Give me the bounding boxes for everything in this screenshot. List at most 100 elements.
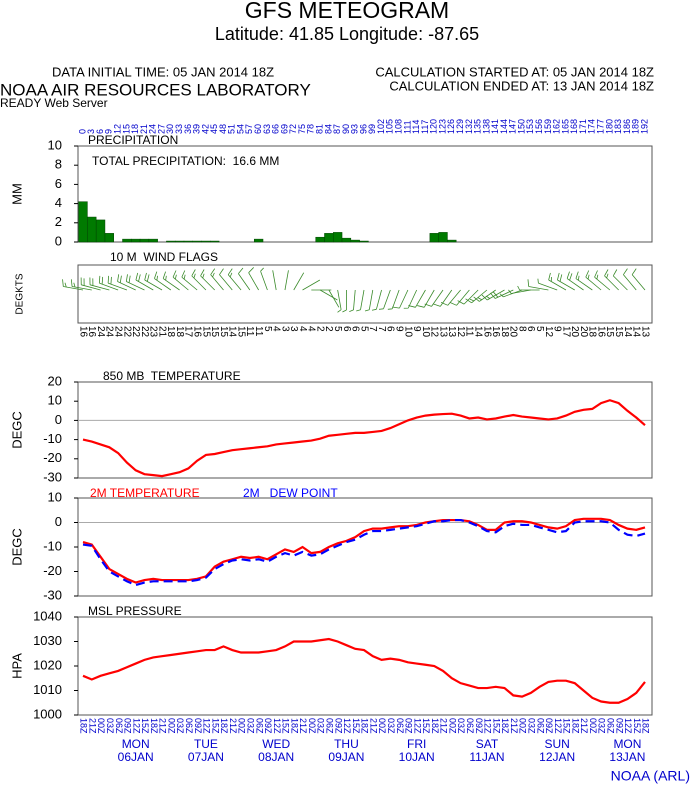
wind-speed: 24	[95, 326, 106, 338]
wind-speed: 18	[499, 326, 510, 338]
hour-label: 48	[218, 124, 228, 134]
y-tick-label: 6	[55, 176, 62, 191]
hour-label: 171	[578, 119, 588, 134]
hour-label: 84	[323, 124, 333, 134]
hour-label: 66	[271, 124, 281, 134]
time-label: 09Z	[123, 718, 133, 734]
wind-barb	[302, 279, 321, 291]
date-label: 09JAN	[328, 750, 364, 764]
hour-label: 156	[534, 119, 544, 134]
hour-label: 129	[455, 119, 465, 134]
precip-bar	[148, 238, 158, 243]
hour-label: 144	[499, 119, 509, 134]
time-label: 12Z	[483, 718, 493, 734]
wind-speed: 6	[525, 326, 536, 332]
hour-label: 165	[560, 119, 570, 134]
wind-speed: 11	[253, 326, 264, 337]
wind-barb	[604, 269, 619, 291]
precip-bar	[350, 239, 360, 243]
hour-label: 123	[437, 119, 447, 134]
precip-bar	[315, 236, 325, 243]
hour-label: 27	[156, 124, 166, 134]
wind-barb	[356, 289, 365, 312]
time-label: 15Z	[351, 718, 361, 734]
wind-barb	[527, 279, 549, 291]
wind-speed: 13	[446, 326, 457, 338]
y-tick-label: -20	[43, 450, 62, 465]
wind-speed: 15	[613, 326, 624, 338]
wind-barb	[172, 270, 189, 291]
wind-speed: 20	[569, 326, 580, 338]
wind-speed: 7	[367, 326, 378, 332]
time-label: 18Z	[79, 718, 89, 734]
wind-barb	[328, 289, 340, 308]
wind-barb	[371, 289, 382, 311]
hour-label: 177	[595, 119, 605, 134]
hour-label: 30	[165, 124, 175, 134]
hour-label: 33	[174, 124, 184, 134]
wind-barb	[403, 289, 418, 309]
title: GFS METEOGRAM	[245, 0, 449, 23]
legend-entry: 2M TEMPERATURE	[90, 486, 200, 500]
wind-barb	[379, 289, 391, 310]
time-label: 21Z	[87, 718, 97, 734]
time-label: 18Z	[641, 718, 651, 734]
time-label: 21Z	[509, 718, 519, 734]
wind-speed: 24	[112, 326, 123, 338]
y-tick-label: 20	[48, 373, 62, 388]
time-label: 18Z	[219, 718, 229, 734]
wind-speed: 10	[402, 326, 413, 338]
wind-barb	[433, 289, 453, 307]
hour-label: 114	[411, 120, 421, 134]
wind-barb	[210, 268, 224, 291]
wind-barb	[408, 289, 426, 308]
wind-speed: 18	[174, 326, 185, 338]
time-label: 12Z	[553, 718, 563, 734]
wind-speed: 16	[481, 326, 492, 338]
hour-label: 159	[543, 119, 553, 134]
time-label: 21Z	[158, 718, 168, 734]
wind-speed: 15	[218, 326, 229, 338]
time-label: 06Z	[465, 718, 475, 734]
wind-speed: 3	[279, 326, 290, 332]
precip-bar	[78, 201, 88, 243]
data-time: DATA INITIAL TIME: 05 JAN 2014 18Z	[52, 64, 274, 79]
wind-speed: 4	[306, 326, 317, 332]
time-label: 18Z	[289, 718, 299, 734]
time-label: 21Z	[298, 718, 308, 734]
wind-barb	[631, 268, 646, 291]
series-line	[82, 517, 646, 584]
day-label: FRI	[407, 737, 426, 751]
wind-speed: 7	[376, 326, 387, 332]
y-tick-label: 1040	[33, 608, 62, 623]
date-label: 13JAN	[609, 750, 645, 764]
wind-barb	[612, 269, 628, 291]
day-label: SAT	[476, 737, 499, 751]
wind-barb	[117, 274, 136, 291]
time-label: 18Z	[430, 718, 440, 734]
y-axis-label: DEGKTS	[15, 273, 26, 314]
wind-speed: 6	[385, 326, 396, 332]
wind-barb	[135, 272, 154, 291]
wind-barb	[594, 270, 611, 291]
hour-label: 45	[209, 124, 219, 134]
hour-label: 117	[420, 120, 430, 134]
y-axis-label: DEGC	[9, 528, 24, 566]
panel-title: 850 MB TEMPERATURE	[103, 369, 241, 383]
hour-label: 192	[639, 119, 649, 134]
hour-label: 57	[244, 124, 254, 134]
time-label: 03Z	[386, 718, 396, 734]
wind-speed: 15	[604, 326, 615, 338]
time-label: 09Z	[263, 718, 273, 734]
wind-speed: 17	[183, 326, 194, 338]
hour-label: 99	[367, 124, 377, 134]
y-tick-label: 8	[55, 157, 62, 172]
time-label: 00Z	[518, 718, 528, 734]
wind-speed: 6	[341, 326, 352, 332]
hour-label: 24	[148, 124, 158, 134]
precip-bar	[174, 240, 185, 243]
time-label: 03Z	[456, 718, 466, 734]
wind-barb	[200, 269, 216, 291]
wind-speed: 14	[631, 326, 642, 338]
time-label: 06Z	[325, 718, 335, 734]
